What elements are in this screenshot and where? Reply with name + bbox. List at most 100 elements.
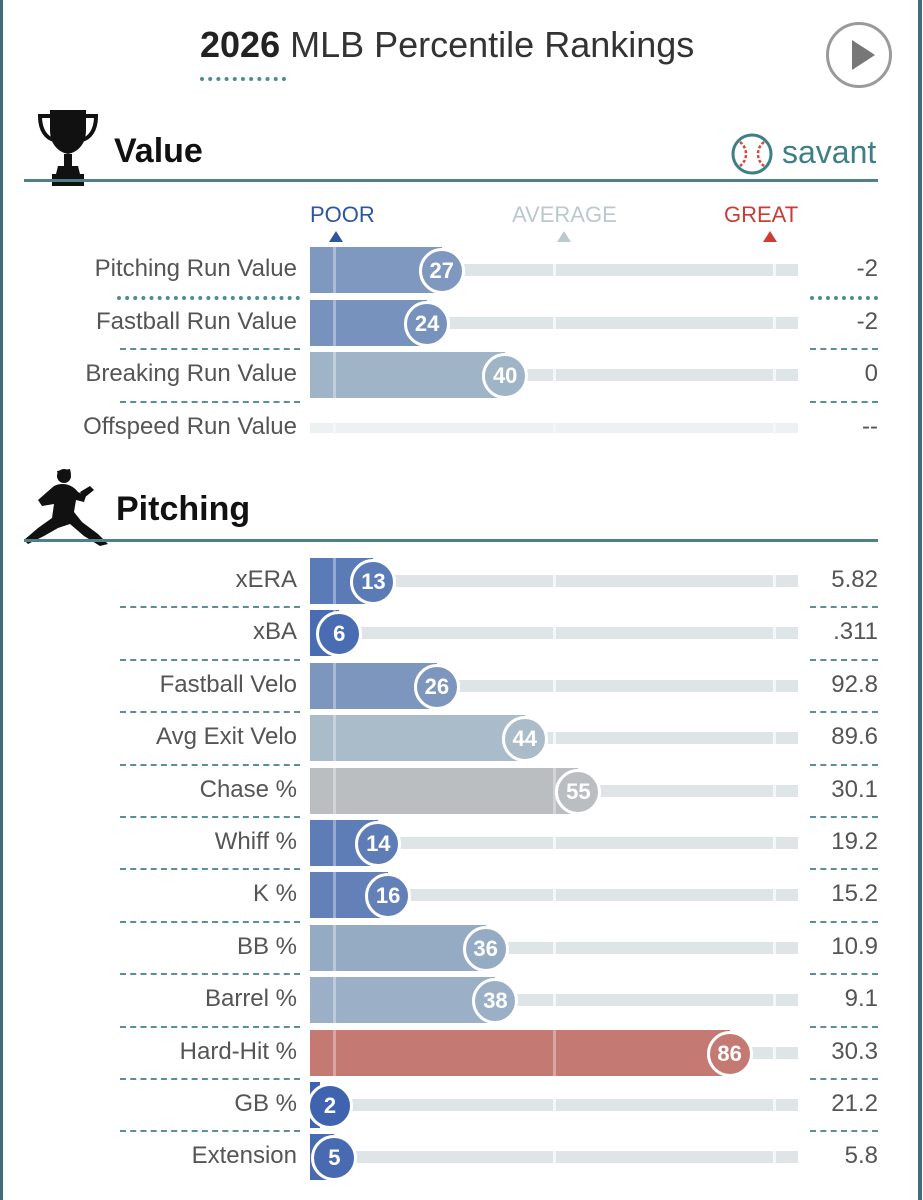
- title-text: MLB Percentile Rankings: [280, 24, 695, 65]
- bar-tick: [333, 715, 337, 762]
- stat-row[interactable]: xBA 6 .311: [0, 610, 923, 658]
- track-tick: [772, 889, 776, 902]
- section-title-value: Value: [114, 132, 203, 170]
- bar-tick: [333, 872, 337, 919]
- percentile-badge[interactable]: 5: [311, 1135, 358, 1182]
- stat-value: 5.82: [831, 566, 878, 593]
- track-tick: [553, 369, 556, 381]
- stat-row[interactable]: Chase % 55 30.1: [0, 767, 923, 815]
- percentile-badge[interactable]: 27: [418, 248, 465, 294]
- track-tick: [772, 575, 776, 587]
- percentile-badge[interactable]: 40: [482, 353, 529, 399]
- bar-tick: [333, 767, 337, 814]
- row-separator: [117, 295, 300, 300]
- track-tick: [553, 679, 556, 692]
- row-separator: [810, 1130, 878, 1133]
- baseball-icon: [731, 133, 773, 175]
- stat-label: Whiff %: [214, 828, 297, 855]
- row-separator: [120, 711, 300, 714]
- percentile-badge[interactable]: 6: [316, 611, 363, 658]
- track-tick: [772, 1151, 776, 1164]
- percentile-badge[interactable]: 44: [501, 716, 548, 763]
- stat-label: Fastball Velo: [159, 670, 297, 698]
- stat-row[interactable]: BB % 36 10.9: [0, 924, 923, 972]
- stat-row[interactable]: Breaking Run Value 40 0: [0, 352, 923, 399]
- stat-value: 30.3: [831, 1037, 878, 1065]
- stat-label: Pitching Run Value: [94, 255, 297, 282]
- stat-row[interactable]: K % 16 15.2: [0, 872, 923, 920]
- percentile-badge[interactable]: 36: [462, 925, 509, 972]
- stat-row[interactable]: Pitching Run Value 27 -2: [0, 247, 923, 294]
- bar-tick: [553, 1029, 556, 1076]
- track-tick: [553, 889, 556, 902]
- track-tick: [553, 994, 556, 1007]
- percentile-badge[interactable]: 2: [307, 1083, 353, 1129]
- row-separator: [810, 658, 878, 661]
- section-divider-value: [24, 179, 878, 182]
- percentile-badge[interactable]: 38: [472, 978, 519, 1025]
- track-tick: [772, 316, 776, 329]
- bar-tick: [333, 924, 337, 971]
- stat-row[interactable]: Fastball Run Value 24 -2: [0, 299, 923, 347]
- row-separator: [810, 1025, 878, 1028]
- stat-row[interactable]: Fastball Velo 26 92.8: [0, 662, 923, 710]
- poor-marker-icon: [329, 231, 343, 242]
- row-separator: [810, 868, 878, 871]
- stat-row[interactable]: Hard-Hit % 86 30.3: [0, 1029, 923, 1077]
- stat-value: 19.2: [831, 828, 878, 855]
- track-tick: [553, 316, 556, 329]
- row-separator: [120, 658, 300, 661]
- row-separator: [120, 816, 300, 818]
- row-separator: [810, 920, 878, 923]
- stat-row[interactable]: Avg Exit Velo 44 89.6: [0, 715, 923, 763]
- stat-row[interactable]: xERA 13 5.82: [0, 558, 923, 605]
- track-tick: [772, 421, 776, 434]
- stat-label: Avg Exit Velo: [156, 723, 297, 751]
- percentile-badge[interactable]: 86: [706, 1030, 753, 1077]
- stat-row[interactable]: Extension 5 5.8: [0, 1134, 923, 1182]
- stat-value: 5.8: [844, 1142, 878, 1170]
- stat-label: xBA: [252, 618, 297, 646]
- row-separator: [810, 711, 878, 714]
- stat-value: 9.1: [844, 985, 878, 1013]
- row-separator: [810, 295, 878, 300]
- stat-value: --: [862, 412, 878, 440]
- percentile-bar: [310, 977, 496, 1024]
- percentile-badge[interactable]: 26: [413, 663, 460, 710]
- stat-value: -2: [856, 255, 878, 282]
- stat-row[interactable]: Offspeed Run Value --: [0, 405, 923, 451]
- stat-row[interactable]: Whiff % 14 19.2: [0, 820, 923, 867]
- stat-label: Breaking Run Value: [85, 360, 297, 387]
- percentile-badge[interactable]: 14: [355, 821, 402, 867]
- stat-label: BB %: [236, 932, 297, 960]
- track-tick: [772, 994, 776, 1007]
- percentile-badge[interactable]: 13: [350, 559, 397, 605]
- play-button[interactable]: [826, 22, 892, 88]
- track-tick: [772, 1099, 776, 1111]
- stat-row[interactable]: Barrel % 38 9.1: [0, 977, 923, 1025]
- stat-value: 15.2: [831, 880, 878, 908]
- percentile-bar: [310, 352, 506, 398]
- row-separator: [120, 1130, 300, 1133]
- track-tick: [333, 421, 337, 434]
- percentile-badge[interactable]: 16: [365, 873, 412, 920]
- stat-value: 30.1: [831, 775, 878, 803]
- bar-tick: [333, 299, 337, 346]
- row-separator: [810, 1078, 878, 1080]
- stat-row[interactable]: GB % 2 21.2: [0, 1082, 923, 1129]
- percentile-badge[interactable]: 24: [404, 300, 451, 347]
- percentile-badge[interactable]: 55: [555, 768, 602, 815]
- stat-label: Barrel %: [204, 985, 297, 1013]
- row-separator: [810, 400, 878, 403]
- stat-label: Fastball Run Value: [96, 307, 297, 335]
- track-tick: [772, 369, 776, 381]
- percentile-bar: [310, 767, 579, 814]
- stat-label: K %: [252, 880, 297, 908]
- row-separator: [120, 1025, 300, 1028]
- scale-label-average: AVERAGE: [512, 202, 617, 227]
- track-tick: [553, 264, 556, 276]
- track-tick: [772, 837, 776, 849]
- stat-value: 10.9: [831, 932, 878, 960]
- bar-tick: [333, 1029, 337, 1076]
- track-tick: [772, 784, 776, 797]
